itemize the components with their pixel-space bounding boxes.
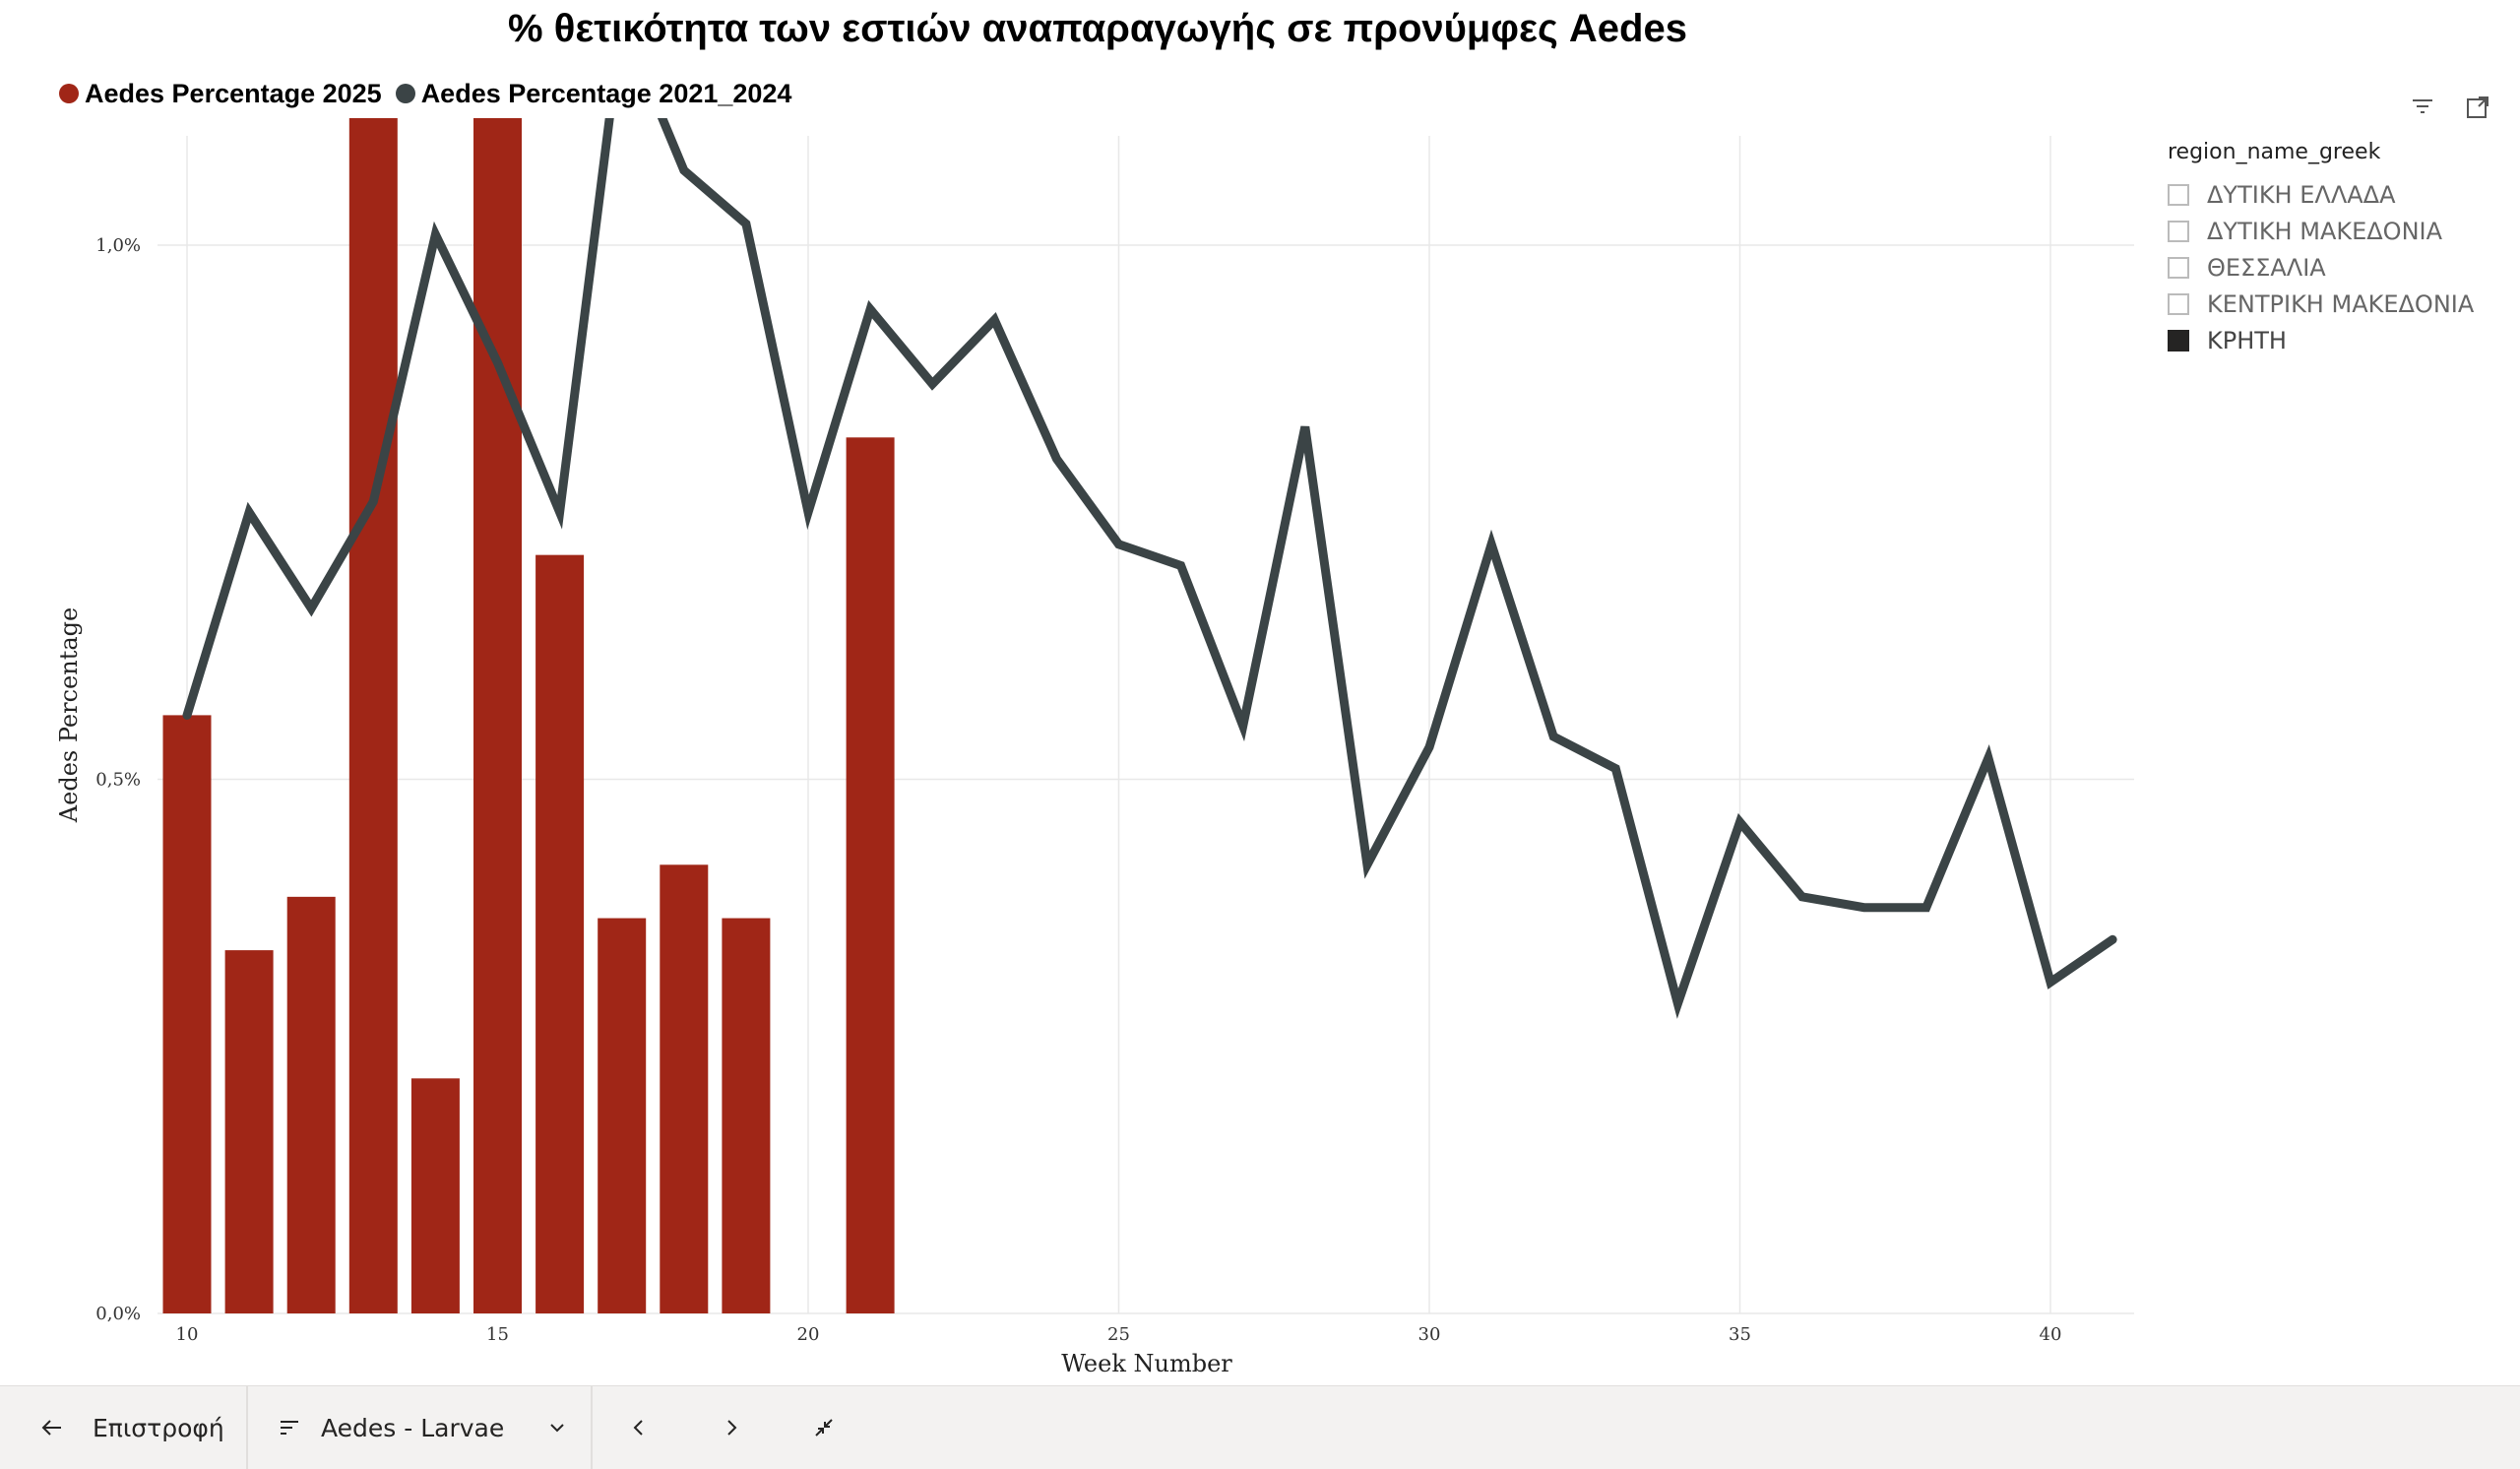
- bar-2025: [536, 554, 585, 1313]
- slicer-checkbox[interactable]: [2168, 256, 2189, 279]
- x-tick-label: 15: [486, 1324, 509, 1345]
- chevron-right-icon: [721, 1417, 742, 1438]
- legend-dot-2021-2024: [395, 84, 415, 103]
- line-2021-2024: [182, 118, 2117, 1019]
- slicer-checkbox[interactable]: [2168, 329, 2189, 351]
- x-tick-label: 35: [1729, 1324, 1751, 1345]
- legend-item-2025[interactable]: Aedes Percentage 2025: [59, 79, 382, 109]
- bar-2025: [473, 118, 522, 1313]
- page-list-icon: [278, 1416, 301, 1439]
- filter-icon[interactable]: [2410, 95, 2435, 120]
- chart-title: % θετικότητα των εστιών αναπαραγωγής σε …: [508, 7, 1687, 50]
- slicer-checkbox[interactable]: [2168, 292, 2189, 315]
- bar-2025: [660, 864, 709, 1313]
- bar-2025: [410, 1078, 460, 1313]
- chevron-down-icon: [547, 1418, 567, 1437]
- bar-2025: [348, 118, 398, 1313]
- legend-dot-2025: [59, 84, 79, 103]
- legend-item-2021-2024[interactable]: Aedes Percentage 2021_2024: [395, 78, 792, 109]
- x-tick-label: 10: [176, 1324, 199, 1345]
- bottom-navigation-bar: Επιστροφή Aedes - Larvae: [0, 1385, 2520, 1469]
- page-selector-button[interactable]: Aedes - Larvae: [248, 1386, 593, 1469]
- slicer-item[interactable]: ΔΥΤΙΚΗ ΕΛΛΑΔΑ: [2168, 176, 2502, 213]
- legend-label-2025: Aedes Percentage 2025: [85, 78, 382, 108]
- x-axis-title: Week Number: [1061, 1350, 1232, 1377]
- chevron-left-icon: [628, 1417, 650, 1438]
- collapse-button[interactable]: [778, 1386, 870, 1469]
- x-tick-label: 30: [1418, 1324, 1441, 1345]
- arrow-left-icon: [39, 1415, 65, 1440]
- slicer-item-label: ΔΥΤΙΚΗ ΜΑΚΕΔΟΝΙΑ: [2207, 217, 2443, 245]
- focus-mode-icon[interactable]: [2465, 95, 2490, 120]
- x-tick-label: 25: [1107, 1324, 1130, 1345]
- slicer-item[interactable]: ΚΕΝΤΡΙΚΗ ΜΑΚΕΔΟΝΙΑ: [2168, 286, 2502, 322]
- legend-label-2021-2024: Aedes Percentage 2021_2024: [420, 78, 792, 108]
- slicer-checkbox[interactable]: [2168, 183, 2189, 206]
- visual-header-icons: [2410, 95, 2490, 120]
- back-label: Επιστροφή: [93, 1413, 224, 1442]
- x-tick-label: 20: [797, 1324, 820, 1345]
- slicer-item[interactable]: ΚΡΗΤΗ: [2168, 322, 2502, 358]
- bar-2025: [224, 950, 274, 1313]
- slicer-item-label: ΔΥΤΙΚΗ ΕΛΛΑΔΑ: [2207, 180, 2396, 209]
- previous-page-button[interactable]: [593, 1386, 685, 1469]
- bar-2025: [846, 437, 895, 1313]
- slicer-item-label: ΘΕΣΣΑΛΙΑ: [2207, 253, 2326, 282]
- slicer-title: region_name_greek: [2168, 140, 2381, 164]
- y-tick-label: 0,5%: [95, 770, 141, 791]
- slicer-item-label: ΚΕΝΤΡΙΚΗ ΜΑΚΕΔΟΝΙΑ: [2207, 289, 2475, 318]
- collapse-icon: [812, 1416, 836, 1439]
- y-tick-label: 1,0%: [95, 235, 141, 256]
- bar-2025: [722, 918, 771, 1313]
- x-tick-label: 40: [2040, 1324, 2062, 1345]
- slicer-item-label: ΚΡΗΤΗ: [2207, 326, 2287, 354]
- slicer-item[interactable]: ΔΥΤΙΚΗ ΜΑΚΕΔΟΝΙΑ: [2168, 213, 2502, 249]
- region-slicer: region_name_greek ΔΥΤΙΚΗ ΕΛΛΑΔΑ ΔΥΤΙΚΗ ΜΑ…: [2168, 140, 2502, 358]
- page-label: Aedes - Larvae: [321, 1413, 505, 1442]
- y-axis-title: Aedes Percentage: [55, 607, 83, 823]
- bar-2025: [286, 896, 336, 1313]
- bar-2025: [162, 715, 212, 1313]
- y-tick-label: 0,0%: [95, 1304, 141, 1324]
- next-page-button[interactable]: [685, 1386, 778, 1469]
- chart-legend: Aedes Percentage 2025 Aedes Percentage 2…: [59, 77, 791, 110]
- bar-2025: [598, 918, 647, 1313]
- slicer-checkbox[interactable]: [2168, 220, 2189, 242]
- slicer-item[interactable]: ΘΕΣΣΑΛΙΑ: [2168, 249, 2502, 286]
- back-button[interactable]: Επιστροφή: [0, 1386, 248, 1469]
